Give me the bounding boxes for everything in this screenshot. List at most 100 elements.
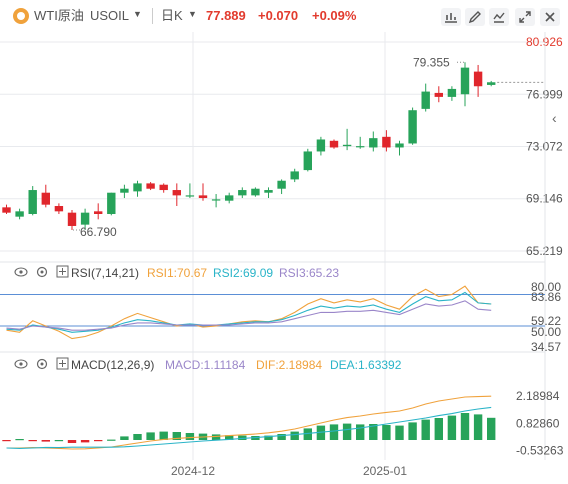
gear-icon[interactable] bbox=[36, 358, 48, 370]
rsi-tick-label: 80.00 bbox=[531, 280, 561, 294]
candle-body bbox=[408, 110, 417, 144]
rsi3-legend: RSI3:65.23 bbox=[279, 266, 339, 280]
time-axis: 2024-12 2025-01 bbox=[171, 464, 407, 478]
macd-histogram-bar bbox=[395, 425, 404, 440]
candlestick-series bbox=[2, 61, 545, 231]
rsi-tick-label: 50.00 bbox=[531, 325, 561, 339]
candle-body bbox=[434, 92, 443, 97]
rsi-tick-label: 59.22 bbox=[531, 314, 561, 328]
macd-params[interactable]: MACD(12,26,9) bbox=[71, 358, 154, 372]
candle-body bbox=[185, 195, 195, 197]
candle-body bbox=[316, 139, 326, 152]
macd-histogram-bar bbox=[94, 440, 103, 442]
candle-body bbox=[303, 151, 312, 171]
candle-body bbox=[329, 140, 339, 148]
macd-histogram-bar bbox=[277, 434, 286, 440]
macd-histogram-bar bbox=[146, 432, 155, 440]
candle-body bbox=[67, 212, 77, 226]
candle-body bbox=[342, 144, 352, 147]
candle-body bbox=[94, 211, 103, 214]
rsi2-legend: RSI2:69.09 bbox=[213, 266, 273, 280]
price-change-percent: +0.09% bbox=[312, 8, 357, 23]
macd-histogram-bar bbox=[487, 417, 496, 440]
price-change: +0.070 bbox=[258, 8, 299, 23]
dea-line bbox=[6, 406, 492, 449]
candle-body bbox=[54, 206, 64, 212]
symbol-name[interactable]: WTI原油 bbox=[34, 8, 84, 23]
rsi3-line bbox=[6, 300, 492, 331]
indicator-icon[interactable] bbox=[489, 8, 509, 26]
candle-body bbox=[211, 199, 221, 201]
macd-axis: 2.18984 0.82860 -0.53263 bbox=[516, 389, 564, 457]
eye-icon[interactable] bbox=[14, 267, 28, 277]
gear-icon[interactable] bbox=[36, 266, 48, 278]
macd-histogram-bar bbox=[172, 432, 181, 440]
macd-histogram-bar bbox=[15, 439, 24, 441]
macd-histogram-bar bbox=[211, 434, 221, 440]
macd-histogram-bar bbox=[329, 424, 339, 440]
macd-histogram-bar bbox=[159, 431, 168, 440]
macd-histogram-bar bbox=[408, 422, 417, 440]
macd-histogram-bar bbox=[290, 431, 299, 440]
interval-dropdown-icon[interactable]: ▼ bbox=[188, 9, 197, 19]
macd-histogram-bar bbox=[342, 423, 352, 440]
chart-settings-icon[interactable] bbox=[441, 8, 461, 26]
interval-label[interactable]: 日K bbox=[161, 8, 183, 23]
macd-histogram-bar bbox=[67, 440, 77, 443]
macd-histogram-bar bbox=[185, 433, 195, 440]
macd-histogram-bar bbox=[382, 425, 391, 440]
candle-body bbox=[107, 192, 116, 214]
candle-body bbox=[238, 190, 247, 196]
candle-body bbox=[395, 143, 404, 148]
fullscreen-icon[interactable] bbox=[515, 8, 535, 26]
collapse-arrow-icon[interactable]: ‹ bbox=[552, 110, 557, 126]
ticker-label[interactable]: USOIL bbox=[90, 8, 130, 23]
candle-body bbox=[80, 212, 90, 225]
rsi1-legend: RSI1:70.67 bbox=[147, 266, 207, 280]
candle-body bbox=[146, 183, 155, 189]
candle-body bbox=[41, 192, 50, 205]
macd-histogram-bar bbox=[120, 436, 129, 440]
candle-body bbox=[277, 180, 286, 189]
rsi-tick-label: 34.57 bbox=[531, 340, 561, 354]
macd-histogram-bar bbox=[447, 415, 457, 440]
candle-body bbox=[487, 82, 496, 85]
candle-body bbox=[225, 195, 234, 201]
rsi-series bbox=[0, 285, 545, 340]
chart-header: WTI原油 USOIL ▼ 日K ▼ 77.889 +0.070 +0.09% bbox=[0, 0, 568, 32]
close-icon[interactable] bbox=[540, 8, 560, 26]
dif-line bbox=[6, 395, 492, 450]
candle-body bbox=[120, 188, 129, 193]
wti-logo-icon bbox=[13, 8, 29, 24]
macd-histogram-bar bbox=[369, 424, 378, 440]
indicator-box-icon[interactable] bbox=[56, 357, 69, 370]
low-annotation: 66.790 bbox=[80, 225, 117, 239]
rsi-pane-header: RSI(7,14,21) RSI1:70.67 RSI2:69.09 RSI3:… bbox=[14, 265, 339, 280]
candle-body bbox=[28, 190, 37, 214]
macd-histogram-bar bbox=[80, 440, 90, 443]
candle-body bbox=[251, 188, 260, 196]
high-annotation: 79.355 bbox=[413, 55, 450, 69]
ticker-dropdown-icon[interactable]: ▼ bbox=[133, 9, 142, 19]
dif-legend: DIF:2.18984 bbox=[256, 358, 322, 372]
macd-histogram-bar bbox=[28, 440, 37, 442]
macd-histogram-bar bbox=[107, 439, 116, 441]
macd-series bbox=[2, 395, 496, 450]
macd-histogram-bar bbox=[316, 425, 326, 440]
indicator-box-icon[interactable] bbox=[56, 265, 69, 278]
rsi-params[interactable]: RSI(7,14,21) bbox=[71, 266, 139, 280]
chart-grid bbox=[0, 32, 545, 460]
macd-histogram-bar bbox=[2, 440, 11, 442]
macd-histogram-bar bbox=[303, 428, 312, 440]
candle-body bbox=[369, 138, 378, 148]
rsi2-line bbox=[6, 291, 492, 333]
macd-histogram-bar bbox=[225, 435, 234, 440]
x-tick-label: 2024-12 bbox=[171, 464, 215, 478]
draw-pen-icon[interactable] bbox=[465, 8, 485, 26]
eye-icon[interactable] bbox=[14, 359, 28, 369]
candle-body bbox=[159, 184, 168, 191]
candle-body bbox=[2, 207, 11, 213]
candle-body bbox=[473, 71, 483, 87]
